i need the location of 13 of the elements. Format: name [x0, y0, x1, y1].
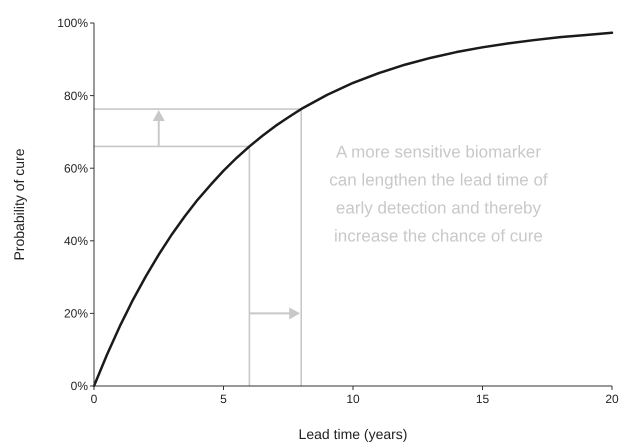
y-tick-label: 0%: [70, 379, 88, 394]
x-axis-title: Lead time (years): [298, 426, 408, 442]
x-tick-label: 0: [90, 392, 98, 406]
x-tick-label: 20: [605, 392, 619, 406]
y-tick-label: 40%: [64, 234, 88, 248]
x-tick-label: 15: [476, 392, 490, 406]
y-tick-label: 80%: [64, 88, 88, 103]
x-tick-label: 10: [346, 392, 360, 406]
y-axis-title: Probability of cure: [11, 148, 27, 261]
y-tick-label: 100%: [57, 16, 88, 30]
x-tick-label: 5: [220, 392, 228, 406]
y-tick-label: 60%: [64, 161, 88, 176]
y-tick-label: 20%: [64, 306, 88, 321]
